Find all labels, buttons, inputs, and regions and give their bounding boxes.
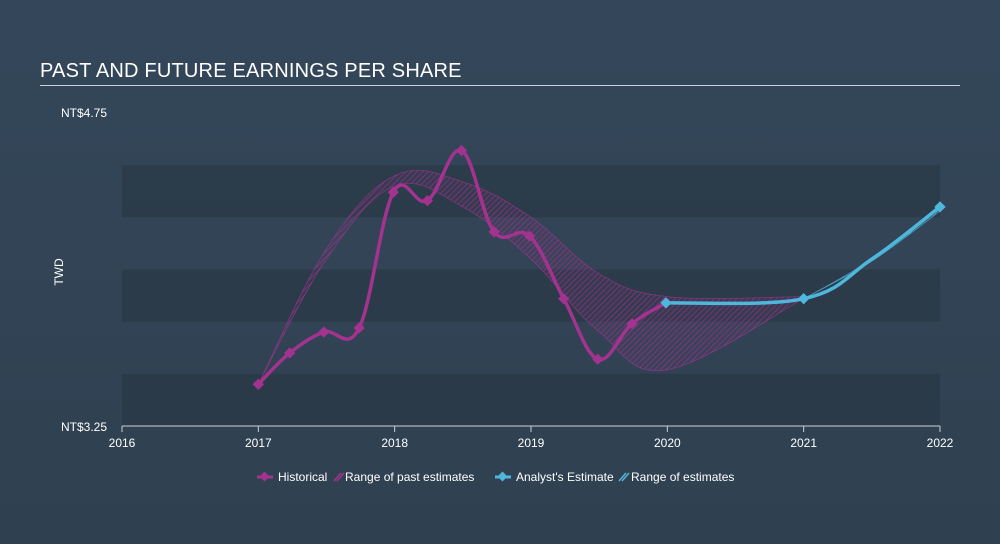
x-tick-label: 2020 xyxy=(654,436,681,450)
historical-point[interactable] xyxy=(353,322,365,334)
historical-point[interactable] xyxy=(558,293,570,305)
legend-past-range-label: Range of past estimates xyxy=(345,470,474,484)
legend-future-range[interactable]: Range of estimates xyxy=(618,470,734,484)
y-axis-min-label: NT$3.25 xyxy=(61,420,107,434)
legend-historical[interactable]: Historical xyxy=(257,470,327,484)
background-bands xyxy=(122,113,940,426)
legend-historical-label: Historical xyxy=(278,470,327,484)
legend-analyst-estimate-label: Analyst's Estimate xyxy=(516,470,614,484)
title-divider xyxy=(40,85,960,86)
legend-analyst-estimate[interactable]: Analyst's Estimate xyxy=(495,470,614,484)
historical-point[interactable] xyxy=(387,186,399,198)
background-band xyxy=(122,113,940,165)
background-band xyxy=(122,322,940,374)
legend-past-range[interactable]: Range of past estimates xyxy=(333,470,474,484)
estimate-point[interactable] xyxy=(934,201,946,213)
x-tick-label: 2019 xyxy=(518,436,545,450)
historical-point[interactable] xyxy=(284,347,296,359)
historical-point[interactable] xyxy=(455,144,468,157)
analyst-estimate-line xyxy=(664,205,942,306)
y-axis-title: TWD xyxy=(52,258,66,286)
x-tick-label: 2022 xyxy=(927,436,954,450)
chart-legend: Historical Range of past estimates Analy… xyxy=(257,470,734,484)
chart-title: PAST AND FUTURE EARNINGS PER SHARE xyxy=(40,60,462,82)
x-tick-label: 2018 xyxy=(381,436,408,450)
x-tick-label: 2021 xyxy=(790,436,817,450)
background-band xyxy=(122,165,940,218)
background-band xyxy=(122,373,940,426)
y-axis-max-label: NT$4.75 xyxy=(61,106,107,120)
x-axis-ticks: 2016 2017 2018 2019 2020 2021 2022 xyxy=(109,426,954,450)
historical-point[interactable] xyxy=(592,353,604,365)
x-tick-label: 2016 xyxy=(109,436,136,450)
legend-future-range-label: Range of estimates xyxy=(631,470,734,484)
x-tick-label: 2017 xyxy=(245,436,272,450)
historical-point[interactable] xyxy=(488,226,500,238)
